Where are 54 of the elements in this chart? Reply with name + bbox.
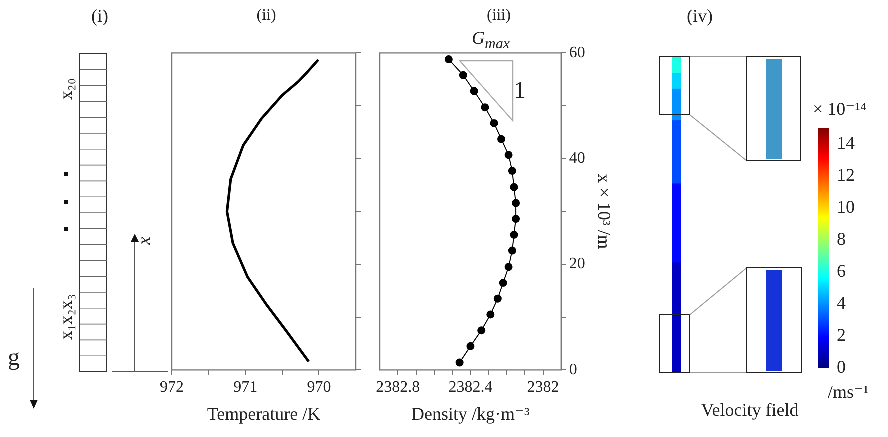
x-tick-label: 972 [160,379,184,396]
point [490,119,498,128]
chart-title: (ii) [256,6,276,24]
color-bar-title: /ms⁻¹ [828,382,869,403]
point [486,310,495,319]
point [508,246,516,255]
color-bar-label: 2 [837,325,846,346]
point [510,230,518,239]
x-tick-label: 971 [234,379,258,396]
chart-title: (iii) [487,6,511,24]
point [498,135,506,144]
point [510,183,518,192]
point [512,215,520,224]
text: x₁x₂x₃ [56,294,77,340]
text: g [8,345,20,372]
point [481,104,490,112]
y-tick-label: 0 [569,361,578,378]
color-bar-label: 4 [837,293,846,314]
x-tick-label: 970 [307,379,332,396]
text: G$_{max}$ [472,28,510,54]
y-tick-label: 40 [569,150,586,168]
color-bar-label: 8 [837,229,846,250]
y-tick-label: 60 [569,44,586,62]
color-bar-label: 0 [837,357,846,378]
point [504,263,513,272]
text: (i) [90,6,110,27]
text: x [134,237,155,245]
y-tick-label: 20 [569,256,586,273]
point [459,71,468,80]
annotation: 1 [514,78,526,105]
color-bar-label: 12 [837,165,855,186]
x-tick-label: 2382.8 [376,379,420,396]
text: x₂₀ [56,78,77,100]
color-bar-label: 14 [837,133,855,154]
point [456,358,464,367]
point [504,151,513,160]
point [466,342,475,350]
point [470,87,478,96]
y-axis-title: x × 10³ /m [594,174,614,250]
color-bar-label: 10 [837,197,855,218]
point [508,167,516,176]
text: × 10⁻¹⁴ [813,99,867,120]
x-axis-title: Velocity field [701,400,799,420]
x-tick-label: 2382 [527,379,560,396]
color-bar-label: 6 [837,261,846,282]
chart-title: (iv) [686,6,714,27]
point [494,294,502,303]
x-axis-title: Temperature /K [207,404,321,424]
point [512,199,520,208]
x-axis-title: Density /kg·m⁻³ [412,404,530,424]
point [499,279,508,288]
x-tick-label: 2382.4 [448,379,493,396]
point [444,56,453,64]
point [478,326,486,335]
